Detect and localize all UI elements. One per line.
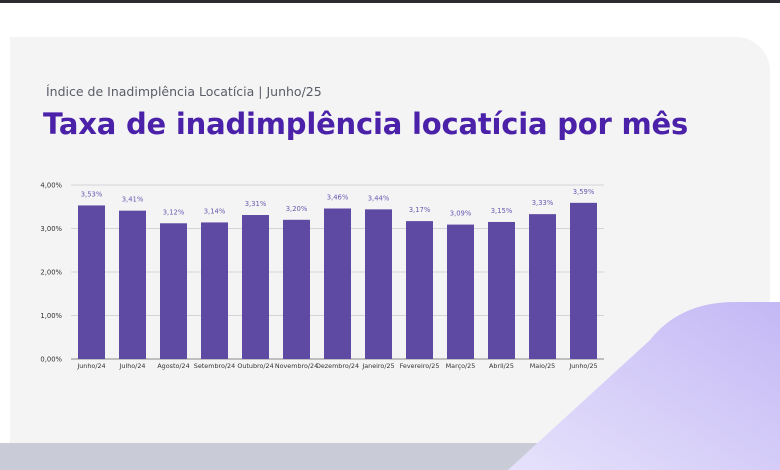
data-label: 3,12% [163,208,185,216]
data-label: 3,59% [573,188,595,196]
data-label: 3,33% [532,199,554,207]
y-tick-label: 1,00% [40,312,62,320]
x-tick-label: Julho/24 [119,362,146,370]
y-tick-label: 4,00% [40,182,62,190]
top-bar [0,0,780,3]
data-label: 3,53% [81,190,103,198]
bar [529,214,556,359]
bar [447,224,474,359]
x-tick-label: Março/25 [446,362,476,370]
bars [78,202,597,359]
bar [570,202,597,359]
data-label: 3,31% [245,200,267,208]
bar [242,215,269,359]
y-tick-label: 3,00% [40,225,62,233]
x-tick-label: Setembro/24 [194,362,235,370]
x-tick-label: Junho/25 [568,362,597,370]
data-label: 3,14% [204,207,226,215]
bar [78,205,105,359]
bar [119,210,146,359]
x-tick-label: Maio/25 [530,362,555,370]
x-tick-label: Dezembro/24 [316,362,359,370]
labels: 0,00% 1,00% 2,00% 3,00% 4,00% 3,53% Junho/24 3,… [40,182,597,371]
x-tick-label: Outubro/24 [237,362,273,370]
x-tick-label: Novembro/24 [275,362,318,370]
data-label: 3,20% [286,205,308,213]
x-tick-label: Agosto/24 [157,362,189,370]
bar [324,208,351,359]
data-label: 3,17% [409,206,431,214]
y-tick-label: 2,00% [40,269,62,277]
bar [201,222,228,359]
bar [406,221,433,359]
page-title: Taxa de inadimplência locatícia por mês [43,107,689,141]
x-tick-label: Abril/25 [489,362,514,370]
data-label: 3,41% [122,196,144,204]
bar [160,223,187,359]
data-label: 3,15% [491,207,513,215]
accent-shape [508,302,780,470]
data-label: 3,44% [368,194,390,202]
x-tick-label: Janeiro/25 [361,362,394,370]
x-tick-label: Fevereiro/25 [400,362,440,370]
bar [283,219,310,359]
data-label: 3,46% [327,193,349,201]
bar [365,209,392,359]
x-tick-label: Junho/24 [76,362,105,370]
bar [488,221,515,359]
data-label: 3,09% [450,210,472,218]
page-subtitle: Índice de Inadimplência Locatícia | Junh… [46,84,322,99]
y-tick-label: 0,00% [40,356,62,364]
